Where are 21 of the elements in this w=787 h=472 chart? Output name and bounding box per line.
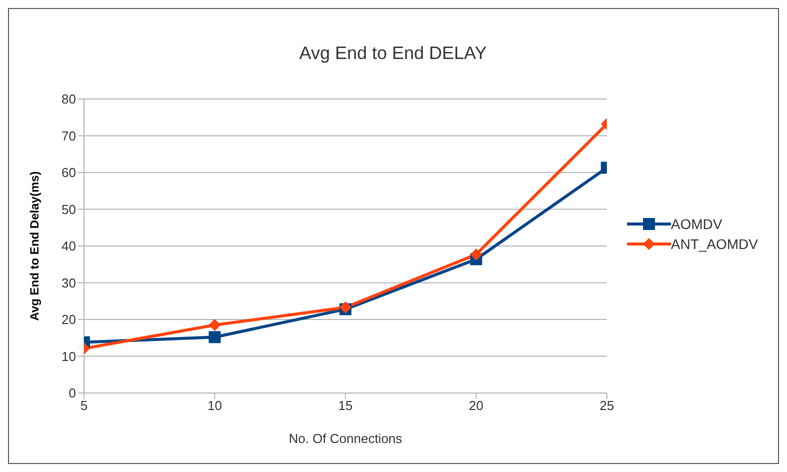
point bbox=[208, 319, 221, 332]
legend-label: ANT_AOMDV bbox=[670, 236, 758, 252]
y-axis-title: Avg End to End Delay(ms) bbox=[27, 171, 42, 321]
y-tick-label: 10 bbox=[62, 348, 76, 364]
legend-label: AOMDV bbox=[670, 216, 722, 232]
y-tick-label: 70 bbox=[62, 128, 76, 144]
x-tick-label: 20 bbox=[468, 398, 484, 414]
y-tick-label: 20 bbox=[62, 312, 76, 328]
y-tick-label: 50 bbox=[62, 202, 76, 217]
y-tick-label: 80 bbox=[62, 92, 76, 107]
x-tick-label: 5 bbox=[80, 398, 88, 414]
x-tick-label: 15 bbox=[338, 398, 353, 414]
y-tick-label: 40 bbox=[62, 238, 76, 254]
x-axis-title: No. Of Connections bbox=[288, 431, 403, 446]
x-tick-label: 25 bbox=[600, 398, 614, 414]
y-tick-label: 0 bbox=[68, 386, 76, 401]
y-tick-label: 30 bbox=[62, 275, 76, 290]
chart-title: Avg End to End DELAY bbox=[299, 43, 487, 63]
x-tick-label: 10 bbox=[207, 398, 222, 414]
point bbox=[208, 331, 221, 344]
y-tick-label: 60 bbox=[62, 165, 76, 180]
